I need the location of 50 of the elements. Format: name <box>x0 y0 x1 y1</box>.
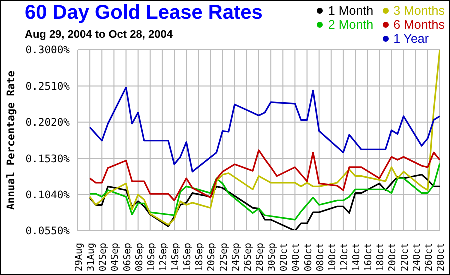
legend-label: 1 Year <box>392 32 430 46</box>
x-tick-label: 16Sep <box>182 242 194 272</box>
y-tick-label: 0.0550% <box>26 226 71 238</box>
line-series <box>89 174 440 231</box>
x-tick-label: 08Sep <box>134 242 146 272</box>
x-tick-label: 20Oct <box>388 243 399 272</box>
y-tick-label: 0.3000% <box>26 44 71 57</box>
x-tick-label: 29Aug <box>74 243 85 272</box>
x-tick-label: 26Sep <box>242 242 254 272</box>
x-tick-label: 12Sep <box>158 242 170 272</box>
x-tick-label: 12Oct <box>339 243 350 272</box>
x-tick-label: 24Oct <box>412 243 423 272</box>
line-series <box>89 86 440 173</box>
x-tick-label: 14Oct <box>352 243 363 272</box>
legend-label: 6 Months <box>392 18 445 32</box>
x-tick-label: 10Sep <box>146 242 158 272</box>
x-tick-label: 20Sep <box>206 242 218 272</box>
y-tick-label: 0.2510% <box>26 80 71 93</box>
y-tick-label: 0.2020% <box>26 117 71 130</box>
legend-label: 2 Month <box>327 18 374 32</box>
chart-title: 60 Day Gold Lease Rates <box>25 2 263 25</box>
y-axis-title: Annual Percentage Rate <box>6 70 18 210</box>
x-tick-label: 04Sep <box>110 242 122 272</box>
x-tick-label: 22Oct <box>400 243 411 272</box>
y-tick-label: 0.1530% <box>26 153 71 166</box>
x-tick-label: 02Oct <box>279 243 290 272</box>
x-tick-label: 04Oct <box>291 243 302 272</box>
line-series <box>89 162 440 221</box>
legend-label: 1 Month <box>327 4 374 18</box>
x-tick-label: 06Sep <box>122 242 134 272</box>
x-tick-label: 06Oct <box>303 243 314 272</box>
x-tick-label: 26Oct <box>424 243 435 272</box>
x-tick-label: 28Oct <box>436 243 447 272</box>
x-tick-label: 24Sep <box>230 242 242 272</box>
chart-subtitle: Aug 29, 2004 to Oct 28, 2004 <box>25 29 173 41</box>
legend-label: 3 Months <box>392 4 445 18</box>
x-tick-label: 31Aug <box>86 243 98 272</box>
x-tick-label: 16Oct <box>364 243 375 272</box>
x-tick-label: 18Oct <box>376 243 387 272</box>
x-tick-label: 08Oct <box>315 243 326 272</box>
line-series <box>89 50 440 226</box>
line-series <box>89 150 440 202</box>
y-tick-label: 0.1040% <box>26 190 71 202</box>
x-tick-label: 02Sep <box>98 242 110 272</box>
x-tick-label: 22Sep <box>218 242 230 272</box>
x-tick-label: 18Sep <box>194 242 206 272</box>
x-tick-label: 10Oct <box>327 243 338 272</box>
x-tick-label: 28Sep <box>255 242 266 272</box>
x-tick-label: 30Sep <box>267 242 278 272</box>
x-tick-label: 14Sep <box>170 242 182 272</box>
